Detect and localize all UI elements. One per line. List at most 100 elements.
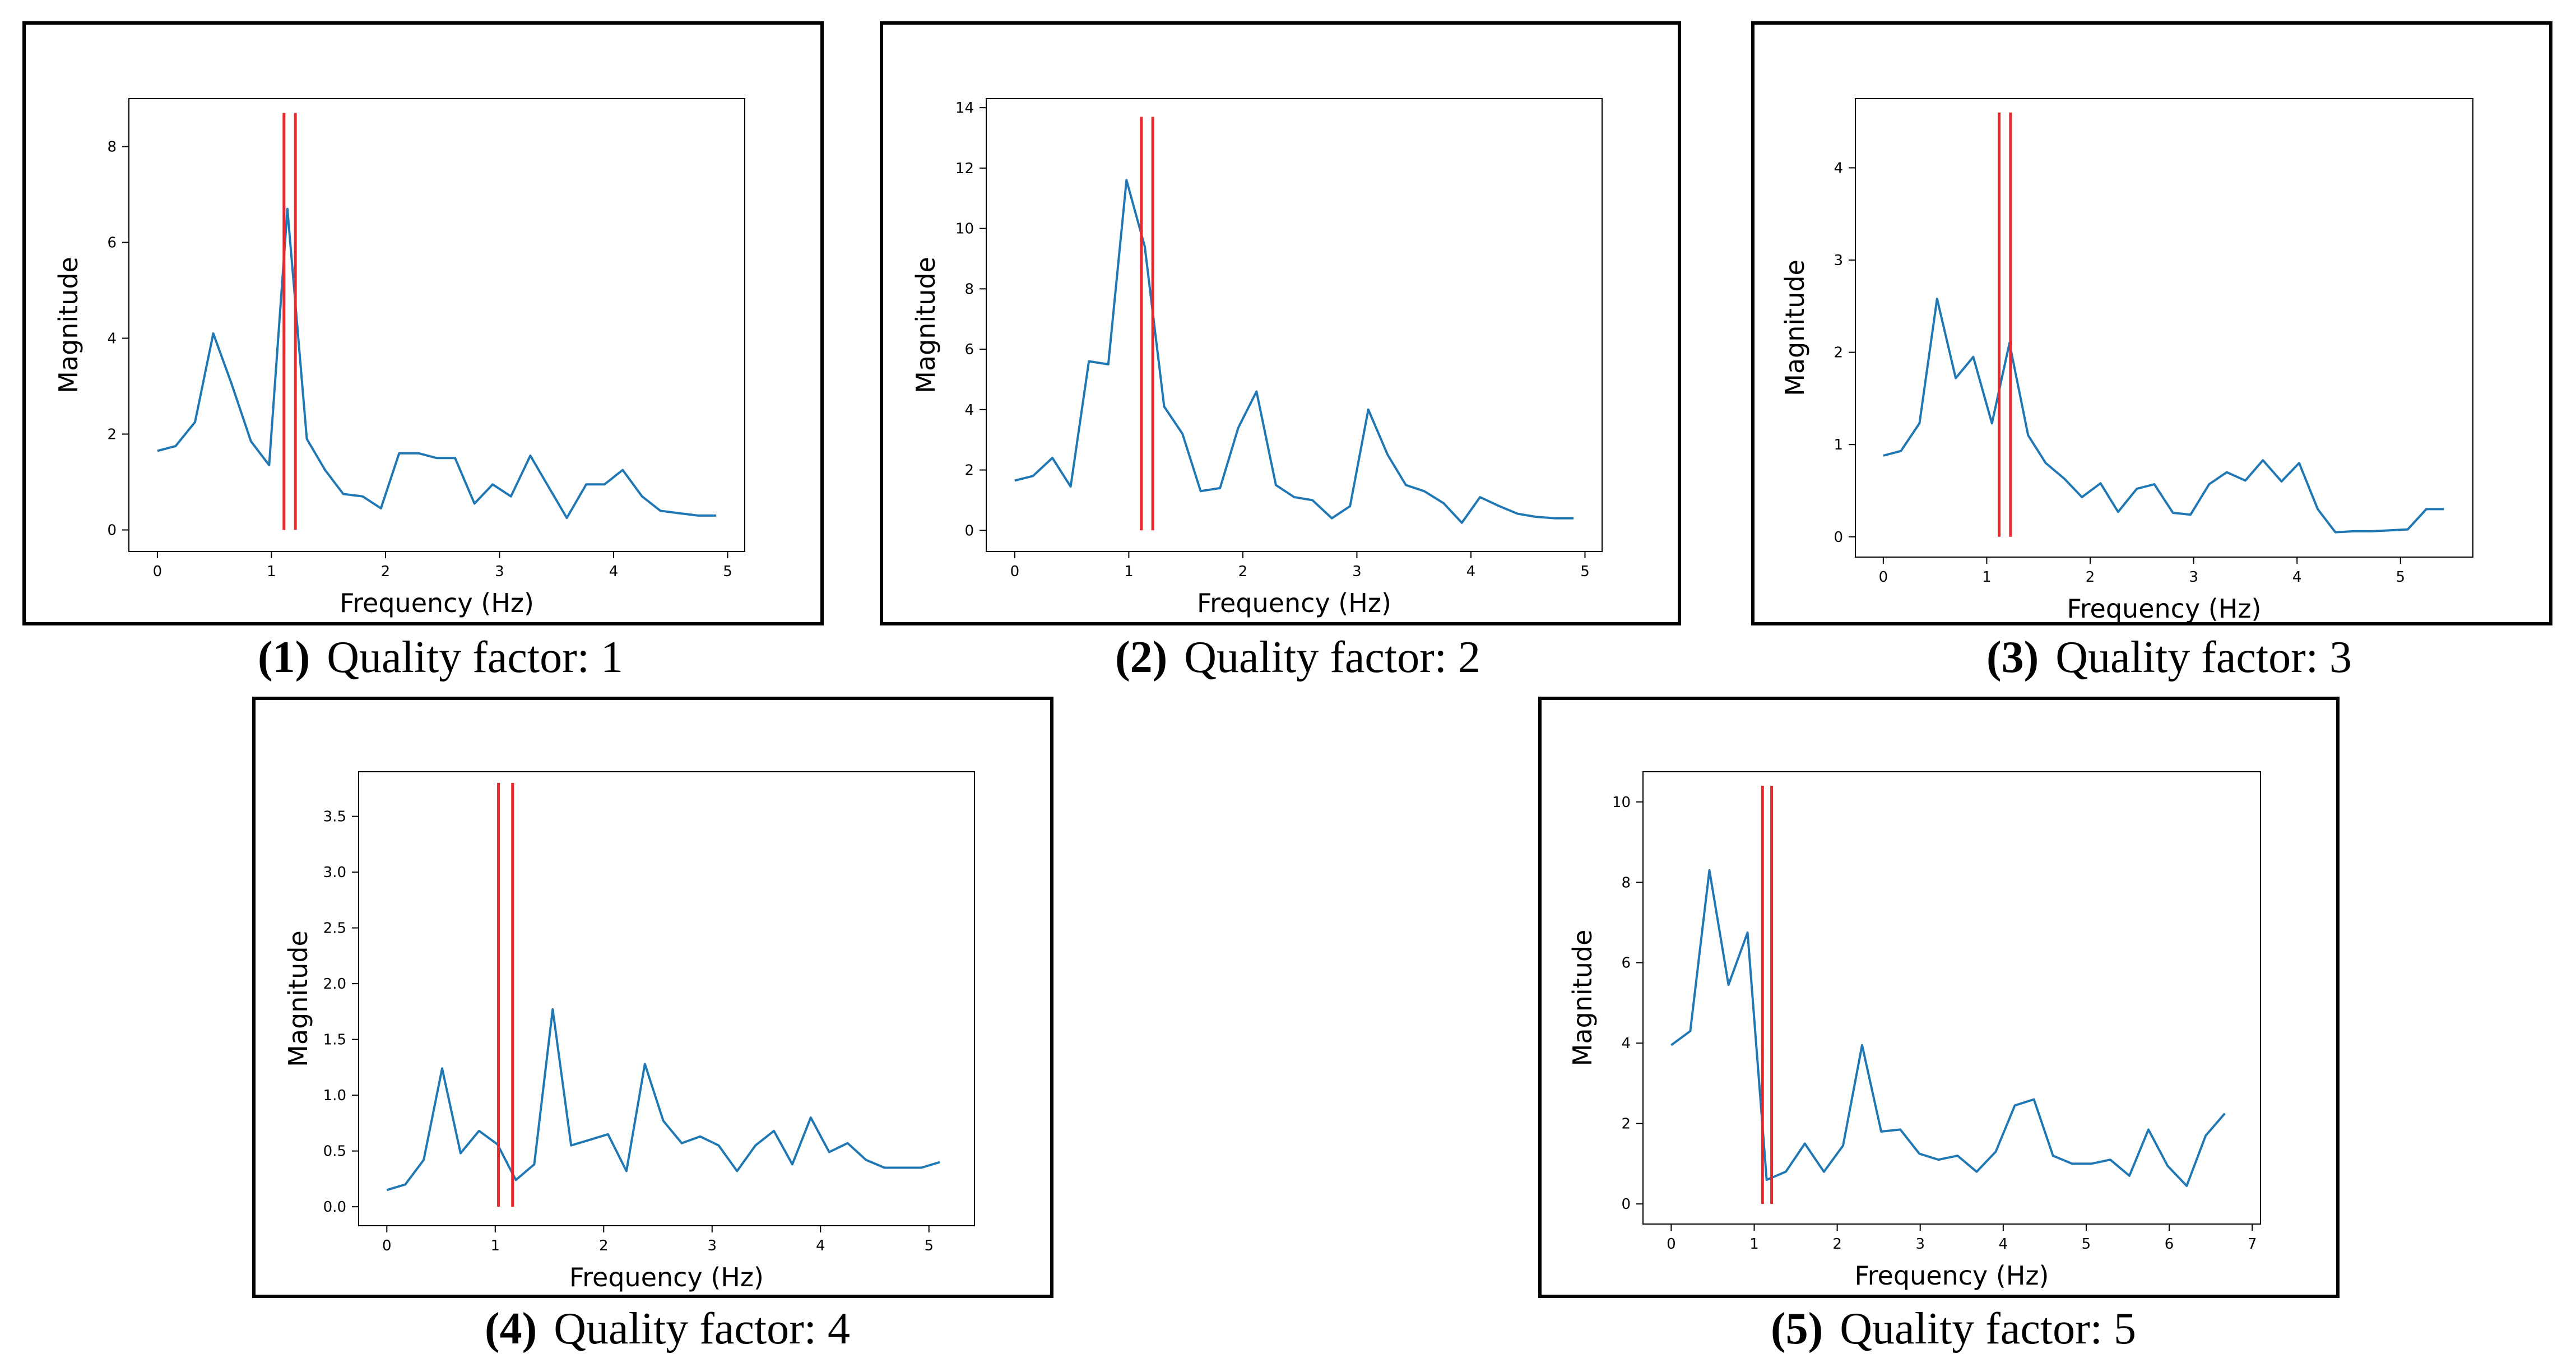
- y-tick-label: 0: [1621, 1196, 1631, 1213]
- data-point: [565, 516, 569, 520]
- caption-text: Quality factor: 5: [1840, 1304, 2136, 1354]
- y-tick-label: 3.0: [323, 864, 346, 881]
- data-point: [1554, 517, 1557, 520]
- data-point: [920, 1166, 923, 1170]
- data-point: [1746, 931, 1749, 934]
- data-point: [2406, 528, 2410, 531]
- data-point: [1975, 1170, 1978, 1174]
- y-tick-label: 2: [1834, 345, 1843, 361]
- data-point: [2026, 434, 2030, 437]
- data-point: [1143, 245, 1147, 248]
- x-axis-title: Frequency (Hz): [1197, 588, 1391, 618]
- x-tick-label: 0: [1010, 563, 1020, 580]
- data-point: [1274, 483, 1278, 486]
- data-point: [1994, 1150, 1998, 1153]
- data-point: [422, 1158, 425, 1162]
- data-point: [1803, 1142, 1807, 1146]
- data-point: [1956, 1154, 1959, 1157]
- data-point: [828, 1151, 831, 1154]
- data-point: [1707, 869, 1711, 872]
- chart-caption-3: (3) Quality factor: 3: [1986, 632, 2352, 683]
- data-point: [1051, 456, 1054, 460]
- y-tick-label: 6: [964, 341, 974, 358]
- data-point: [1572, 517, 1575, 520]
- data-point: [846, 1142, 850, 1145]
- chart-panel-4: 0 1 2 3 4 5 0.0 0.5 1.0 1.5 2.0 2.5 3.0 3.5 Frequency …: [252, 697, 1053, 1298]
- data-point: [2117, 510, 2120, 513]
- y-tick-label: 6: [1621, 955, 1631, 972]
- data-point: [528, 454, 532, 457]
- data-point: [1478, 495, 1482, 499]
- data-point: [901, 1166, 904, 1170]
- x-tick-label: 5: [723, 563, 732, 580]
- data-point: [440, 1067, 444, 1070]
- x-tick-label: 2: [2086, 569, 2095, 586]
- data-point: [2147, 1128, 2150, 1131]
- data-point: [809, 1116, 813, 1119]
- data-point: [2223, 1112, 2226, 1115]
- data-point: [1311, 498, 1314, 502]
- data-point: [1727, 983, 1730, 986]
- data-point: [697, 514, 700, 517]
- data-point: [1404, 483, 1408, 486]
- data-point: [1971, 355, 1975, 359]
- y-tick-label: 1.5: [323, 1032, 346, 1049]
- x-tick-label: 2: [381, 563, 391, 580]
- data-point: [2333, 531, 2337, 534]
- chart-5: 0 1 2 3 4 5 6 7 0 2 4 6 8 10 Frequency (Hz) Magnitude: [1567, 771, 2261, 1291]
- x-tick-label: 0: [153, 563, 163, 580]
- data-point: [2442, 507, 2445, 511]
- y-axis-title: Magnitude: [283, 930, 313, 1067]
- series-line: [1883, 298, 2444, 534]
- y-axis-title: Magnitude: [1567, 930, 1598, 1067]
- data-point: [754, 1144, 757, 1147]
- chart-caption-1: (1) Quality factor: 1: [258, 632, 623, 683]
- data-point: [1218, 486, 1222, 490]
- x-tick-label: 4: [1999, 1236, 2008, 1253]
- data-point: [606, 1133, 610, 1136]
- data-point: [193, 420, 197, 424]
- data-point: [1516, 512, 1519, 516]
- data-point: [2109, 1158, 2112, 1161]
- data-point: [1162, 405, 1166, 408]
- data-point: [569, 1144, 573, 1147]
- data-point: [677, 512, 680, 515]
- data-point: [584, 483, 588, 486]
- caption-number: (2): [1115, 633, 1168, 682]
- data-point: [883, 1166, 886, 1170]
- x-tick-label: 4: [816, 1237, 825, 1254]
- caption-text: Quality factor: 4: [554, 1304, 850, 1354]
- data-point: [435, 456, 439, 460]
- x-tick-label: 1: [1749, 1236, 1759, 1253]
- x-tick-label: 1: [267, 563, 276, 580]
- y-tick-label: 2.0: [323, 976, 346, 993]
- data-point: [1882, 454, 1885, 457]
- data-point: [2370, 530, 2373, 533]
- data-point: [2090, 1162, 2093, 1165]
- x-tick-label: 5: [2396, 569, 2406, 586]
- x-axis-title: Frequency (Hz): [1855, 1260, 2049, 1291]
- data-point: [938, 1161, 941, 1164]
- data-point: [453, 456, 457, 460]
- plot-frame: [986, 98, 1603, 552]
- data-point: [1918, 421, 1921, 425]
- data-point: [1330, 517, 1334, 520]
- plot-frame: [1855, 98, 2473, 558]
- data-point: [2225, 471, 2229, 474]
- data-point: [1688, 1030, 1692, 1033]
- data-point: [791, 1163, 794, 1166]
- data-point: [603, 483, 606, 486]
- data-point: [305, 437, 308, 441]
- data-point: [379, 507, 383, 510]
- y-tick-label: 0: [107, 522, 117, 539]
- data-point: [1442, 502, 1445, 505]
- data-point: [361, 495, 364, 498]
- chart-caption-2: (2) Quality factor: 2: [1115, 632, 1480, 683]
- x-tick-label: 3: [495, 563, 504, 580]
- x-tick-label: 1: [1982, 569, 1992, 586]
- data-point: [643, 1062, 647, 1065]
- y-tick-label: 10: [955, 221, 974, 238]
- data-point: [1013, 479, 1017, 482]
- data-point: [588, 1138, 591, 1142]
